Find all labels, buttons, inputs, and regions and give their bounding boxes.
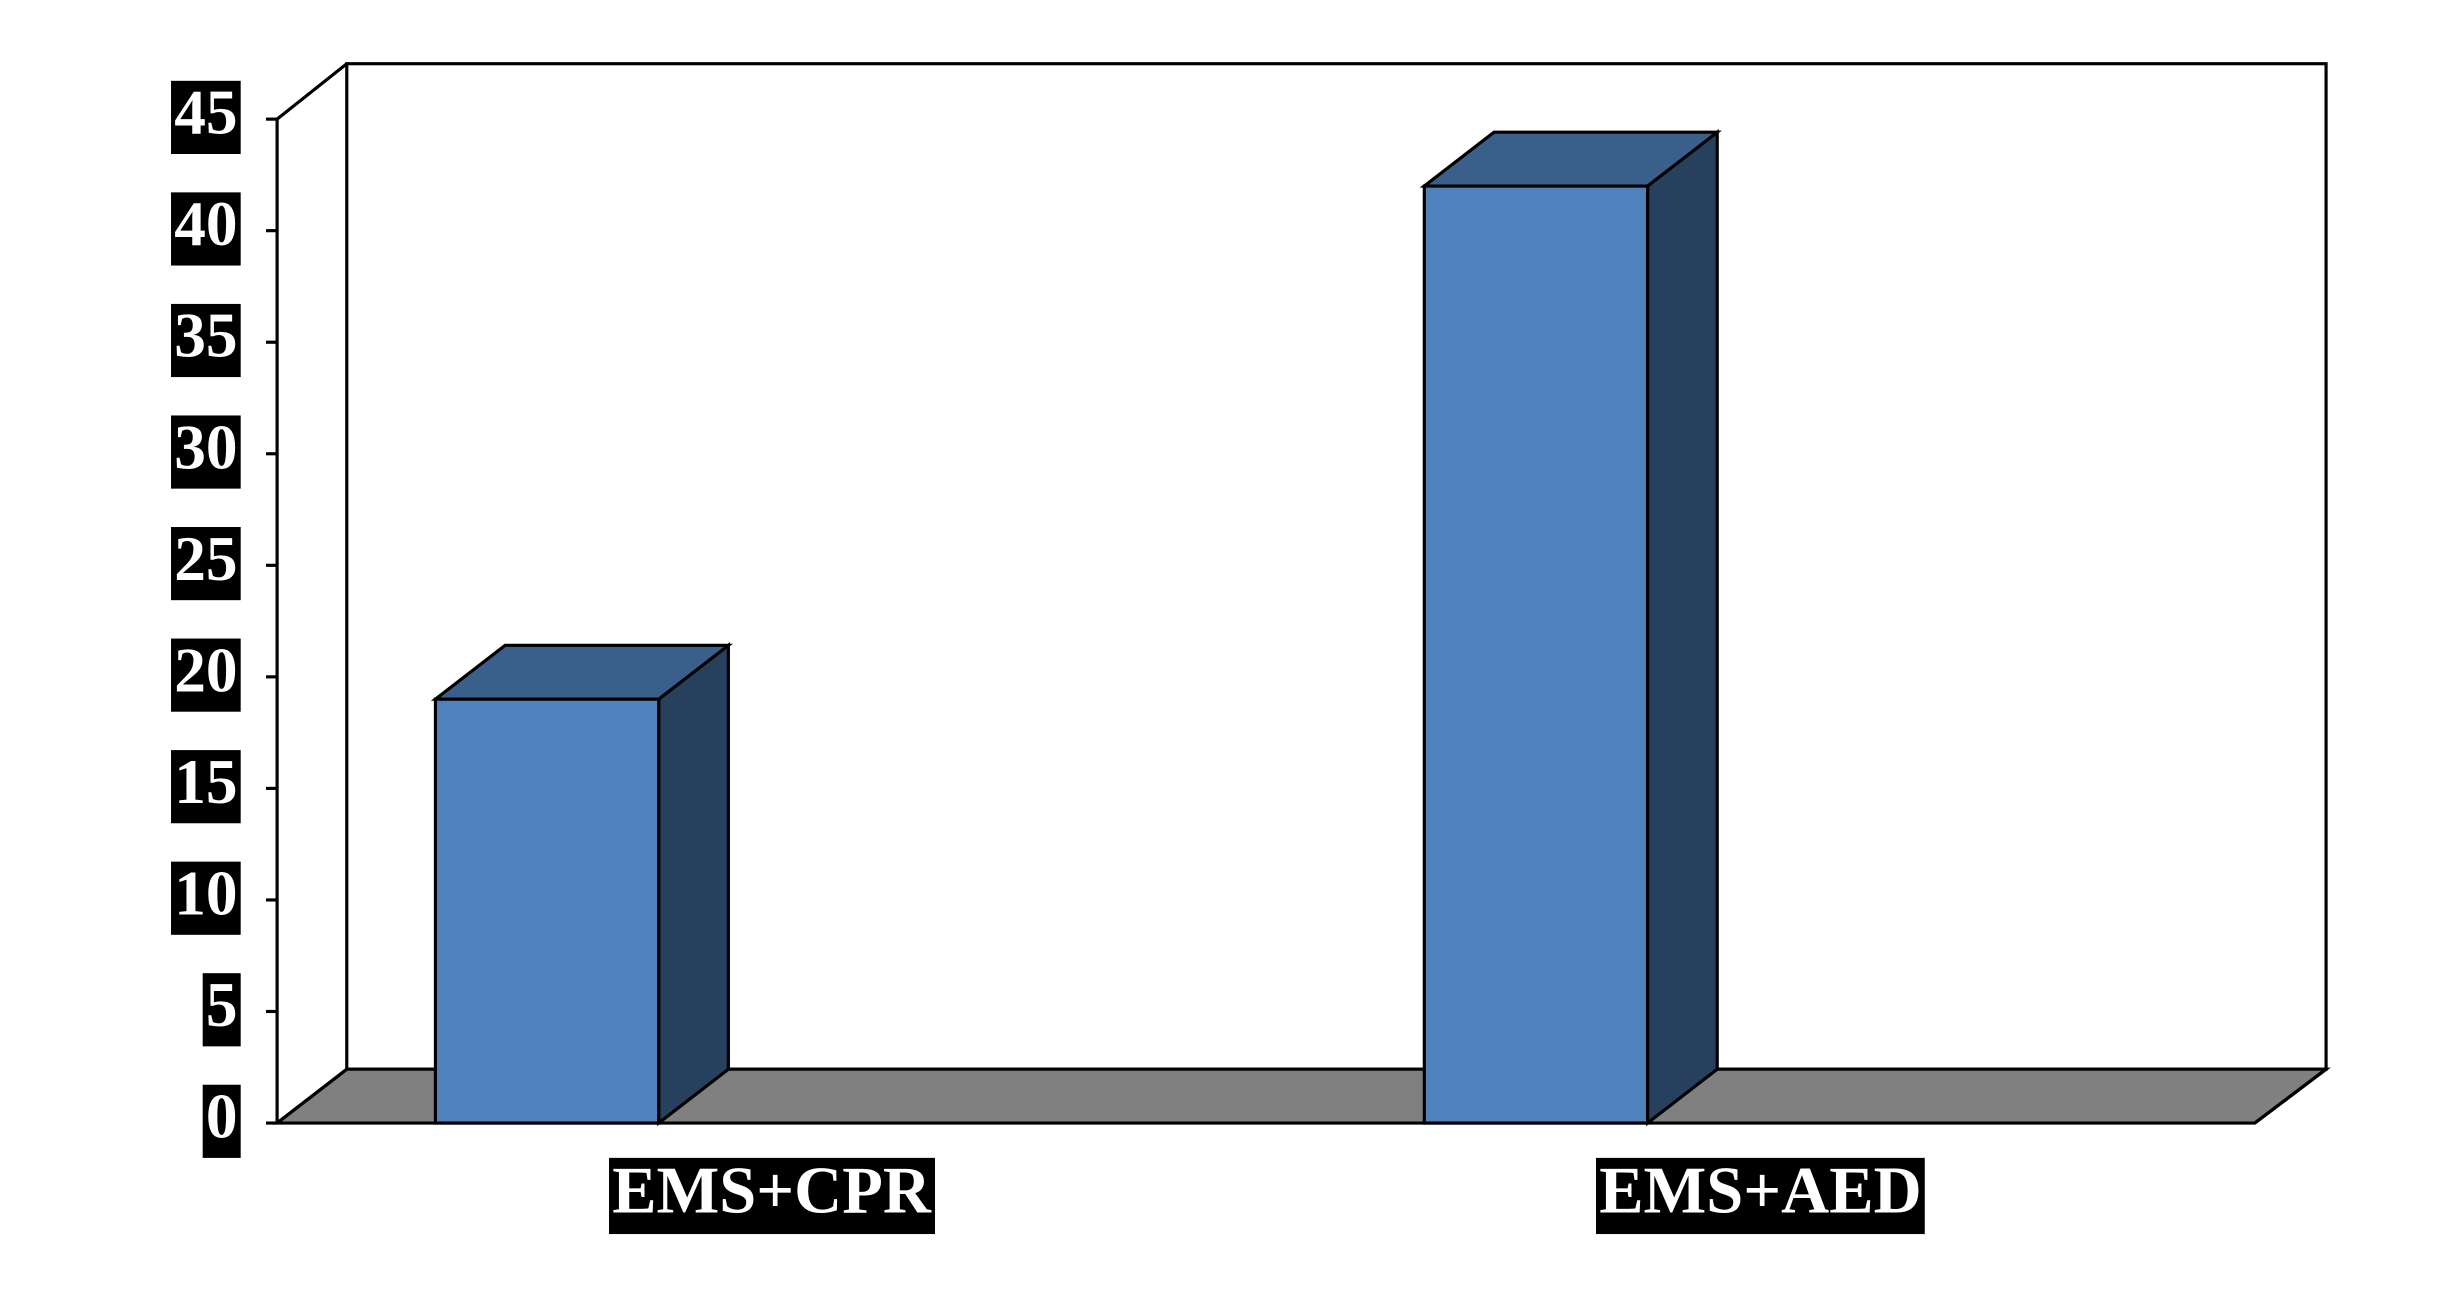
y-tick-label-group: 45: [171, 78, 241, 154]
y-tick-label-group: 30: [171, 412, 241, 489]
y-tick-label-group: 25: [171, 524, 241, 601]
y-tick-label: 15: [174, 747, 237, 817]
y-tick-label: 5: [206, 970, 238, 1040]
y-tick-label: 30: [174, 412, 237, 482]
x-tick-label: EMS+CPR: [612, 1155, 932, 1228]
side-wall-edge: [276, 1067, 348, 1125]
y-tick-label-group: 10: [171, 858, 241, 935]
side-wall-edge: [276, 62, 348, 121]
y-tick-label-group: 20: [171, 635, 241, 712]
y-tick-label: 10: [174, 858, 237, 928]
y-tick-label-background: [171, 861, 241, 935]
x-tick-label-group: EMS+AED: [1596, 1155, 1925, 1235]
y-tick-label-background: [171, 638, 241, 712]
y-tick-label: 40: [174, 189, 237, 259]
bar: [433, 697, 661, 1125]
y-tick-label-background: [171, 192, 241, 266]
y-tick-label-background: [202, 973, 241, 1047]
x-tick-label-group: EMS+CPR: [609, 1155, 936, 1235]
floor-edge: [2253, 1067, 2328, 1125]
y-tick-label-group: 0: [202, 1082, 241, 1158]
bar-side: [1645, 128, 1719, 1127]
bar: [1422, 184, 1650, 1125]
bar-side: [657, 642, 730, 1127]
y-tick-label-background: [202, 1084, 241, 1158]
x-tick-label-background: [1596, 1157, 1925, 1235]
y-tick-label-background: [171, 527, 241, 601]
y-tick-label: 20: [174, 635, 237, 705]
y-tick-label: 0: [206, 1082, 238, 1152]
y-tick-label-group: 35: [171, 301, 241, 378]
y-tick-label-background: [171, 80, 241, 154]
x-tick-label: EMS+AED: [1599, 1155, 1921, 1228]
y-tick-label-group: 5: [202, 970, 241, 1047]
y-tick-label-background: [171, 415, 241, 489]
y-tick-label: 45: [174, 78, 237, 148]
y-tick-label: 25: [174, 524, 237, 594]
y-tick-label-background: [171, 303, 241, 378]
y-tick-label: 35: [174, 301, 237, 371]
y-tick-label-group: 15: [171, 747, 241, 824]
x-tick-label-background: [609, 1157, 936, 1235]
y-tick-label-background: [171, 750, 241, 824]
y-tick-label-group: 40: [171, 189, 241, 266]
